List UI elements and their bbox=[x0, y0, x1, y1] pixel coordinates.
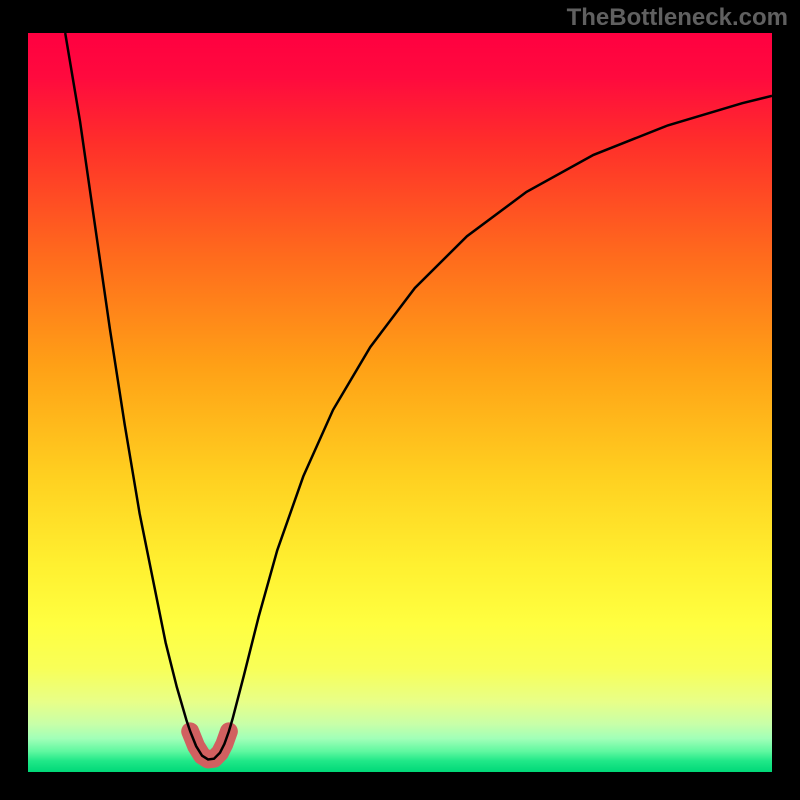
watermark-text: TheBottleneck.com bbox=[567, 4, 788, 32]
plot-background bbox=[28, 33, 772, 772]
plot-area bbox=[28, 33, 772, 772]
